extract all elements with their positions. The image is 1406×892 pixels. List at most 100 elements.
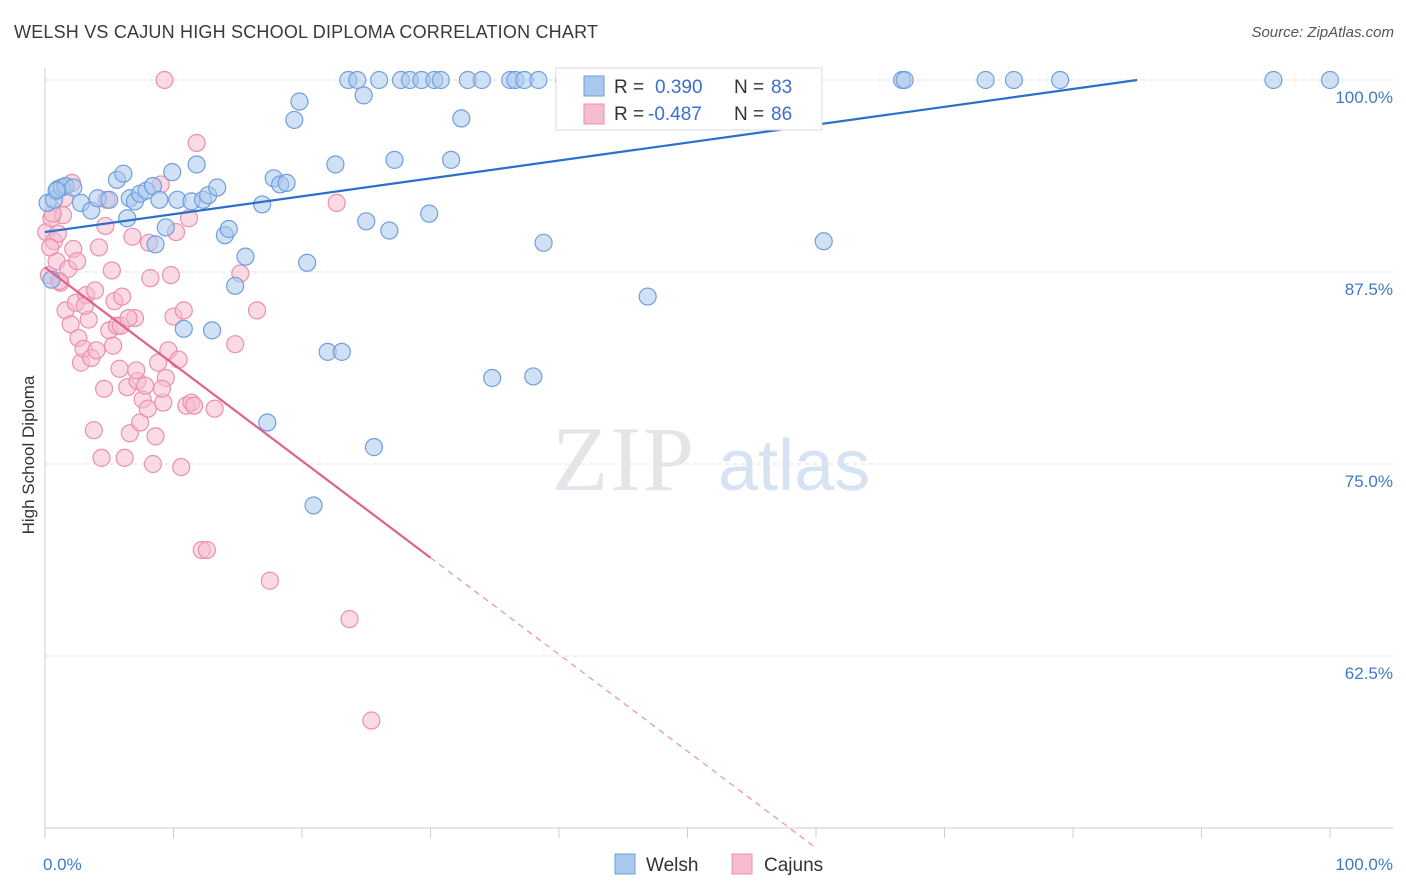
cajun-point bbox=[226, 335, 245, 354]
cajun-point bbox=[110, 359, 129, 378]
cajun-points bbox=[37, 70, 381, 730]
legend: R = 0.390 N = 83 R = -0.487 N = 86 bbox=[555, 67, 823, 131]
welsh-point bbox=[1264, 70, 1283, 90]
legend-cajun-n-label: N = bbox=[734, 104, 764, 125]
cajun-point bbox=[130, 413, 150, 432]
cajun-point bbox=[161, 265, 181, 285]
y-tick-label-1: 75.0% bbox=[1345, 472, 1393, 491]
cajun-point bbox=[362, 711, 381, 730]
x-tick-label-max: 100.0% bbox=[1335, 855, 1393, 874]
welsh-point bbox=[534, 233, 553, 252]
cajun-point bbox=[127, 361, 146, 380]
cajun-point bbox=[84, 421, 103, 440]
welsh-point bbox=[332, 342, 351, 361]
cajun-point bbox=[172, 457, 191, 477]
cajun-point bbox=[136, 376, 155, 395]
cajun-point bbox=[152, 379, 172, 398]
watermark-atlas: atlas bbox=[718, 426, 870, 506]
welsh-point bbox=[385, 150, 404, 169]
welsh-point bbox=[290, 92, 309, 111]
y-axis-label: High School Diploma bbox=[19, 375, 38, 534]
welsh-point bbox=[354, 86, 373, 105]
cajun-point bbox=[146, 427, 165, 446]
y-tick-label-3: 100.0% bbox=[1335, 88, 1393, 107]
cajun-point bbox=[41, 238, 60, 257]
cajun-point bbox=[187, 133, 206, 153]
welsh-point bbox=[431, 70, 450, 90]
bottom-legend-welsh-swatch bbox=[614, 853, 636, 875]
welsh-point bbox=[814, 232, 833, 251]
welsh-point bbox=[1051, 70, 1070, 90]
welsh-point bbox=[187, 155, 206, 174]
welsh-point bbox=[357, 212, 376, 231]
welsh-point bbox=[976, 70, 995, 90]
welsh-point bbox=[226, 276, 245, 295]
legend-welsh-swatch bbox=[583, 75, 605, 97]
cajun-point bbox=[68, 252, 87, 271]
x-tick-label-min: 0.0% bbox=[43, 855, 82, 874]
watermark-zip: ZIP bbox=[552, 408, 696, 510]
legend-cajun-n-value: 86 bbox=[771, 104, 792, 125]
cajun-point bbox=[115, 448, 134, 467]
welsh-point bbox=[146, 235, 165, 254]
welsh-point bbox=[895, 70, 914, 90]
cajun-point bbox=[61, 315, 80, 334]
cajun-point bbox=[327, 193, 346, 212]
welsh-point bbox=[208, 178, 227, 197]
bottom-legend-cajun-swatch bbox=[731, 853, 753, 875]
welsh-point bbox=[298, 253, 317, 272]
cajun-point bbox=[148, 353, 168, 372]
cajun-point bbox=[102, 261, 121, 280]
cajun-point bbox=[96, 216, 115, 236]
legend-cajun-r-value: -0.487 bbox=[648, 104, 702, 125]
welsh-point bbox=[348, 70, 367, 90]
cajun-point bbox=[75, 296, 94, 315]
welsh-point bbox=[47, 181, 66, 200]
welsh-point bbox=[472, 70, 491, 90]
legend-welsh-r-label: R = bbox=[614, 77, 644, 98]
welsh-point bbox=[202, 321, 222, 340]
cajun-trend-line bbox=[44, 266, 432, 559]
legend-cajun-swatch bbox=[583, 103, 605, 125]
cajun-point bbox=[205, 399, 224, 418]
legend-welsh-n-label: N = bbox=[734, 77, 764, 98]
welsh-point bbox=[163, 163, 182, 182]
welsh-point bbox=[150, 190, 169, 209]
cajun-point bbox=[112, 287, 132, 306]
cajun-trend-line-extension bbox=[430, 557, 817, 849]
source-label: Source: ZipAtlas.com bbox=[1251, 24, 1394, 41]
cajun-point bbox=[92, 448, 111, 467]
welsh-point bbox=[1320, 70, 1340, 90]
cajun-point bbox=[155, 70, 174, 90]
cajun-point bbox=[95, 379, 114, 398]
welsh-point bbox=[156, 218, 175, 237]
welsh-point bbox=[253, 195, 272, 214]
legend-welsh-n-value: 83 bbox=[771, 77, 792, 98]
welsh-point bbox=[441, 150, 461, 169]
bottom-legend-welsh-label: Welsh bbox=[646, 855, 698, 876]
welsh-point bbox=[483, 368, 502, 388]
welsh-point bbox=[174, 319, 193, 338]
cajun-point bbox=[260, 571, 279, 590]
cajun-point bbox=[247, 301, 267, 320]
welsh-point bbox=[524, 367, 543, 386]
welsh-point bbox=[370, 70, 389, 90]
welsh-point bbox=[638, 287, 657, 306]
cajun-point bbox=[184, 396, 204, 415]
cajun-point bbox=[197, 540, 217, 560]
welsh-point bbox=[452, 109, 471, 128]
y-tick-label-2: 87.5% bbox=[1345, 280, 1393, 299]
trend-lines bbox=[44, 78, 1138, 849]
welsh-point bbox=[114, 164, 133, 183]
cajun-point bbox=[141, 269, 160, 288]
welsh-point bbox=[258, 413, 277, 432]
welsh-trend-line bbox=[44, 78, 1138, 234]
cajun-point bbox=[119, 308, 138, 328]
cajun-point bbox=[138, 399, 157, 418]
welsh-point bbox=[304, 496, 323, 515]
welsh-point bbox=[42, 270, 61, 289]
welsh-point bbox=[64, 178, 83, 197]
y-tick-labels: 62.5% 75.0% 87.5% 100.0% bbox=[1335, 88, 1393, 683]
welsh-point bbox=[326, 155, 345, 174]
